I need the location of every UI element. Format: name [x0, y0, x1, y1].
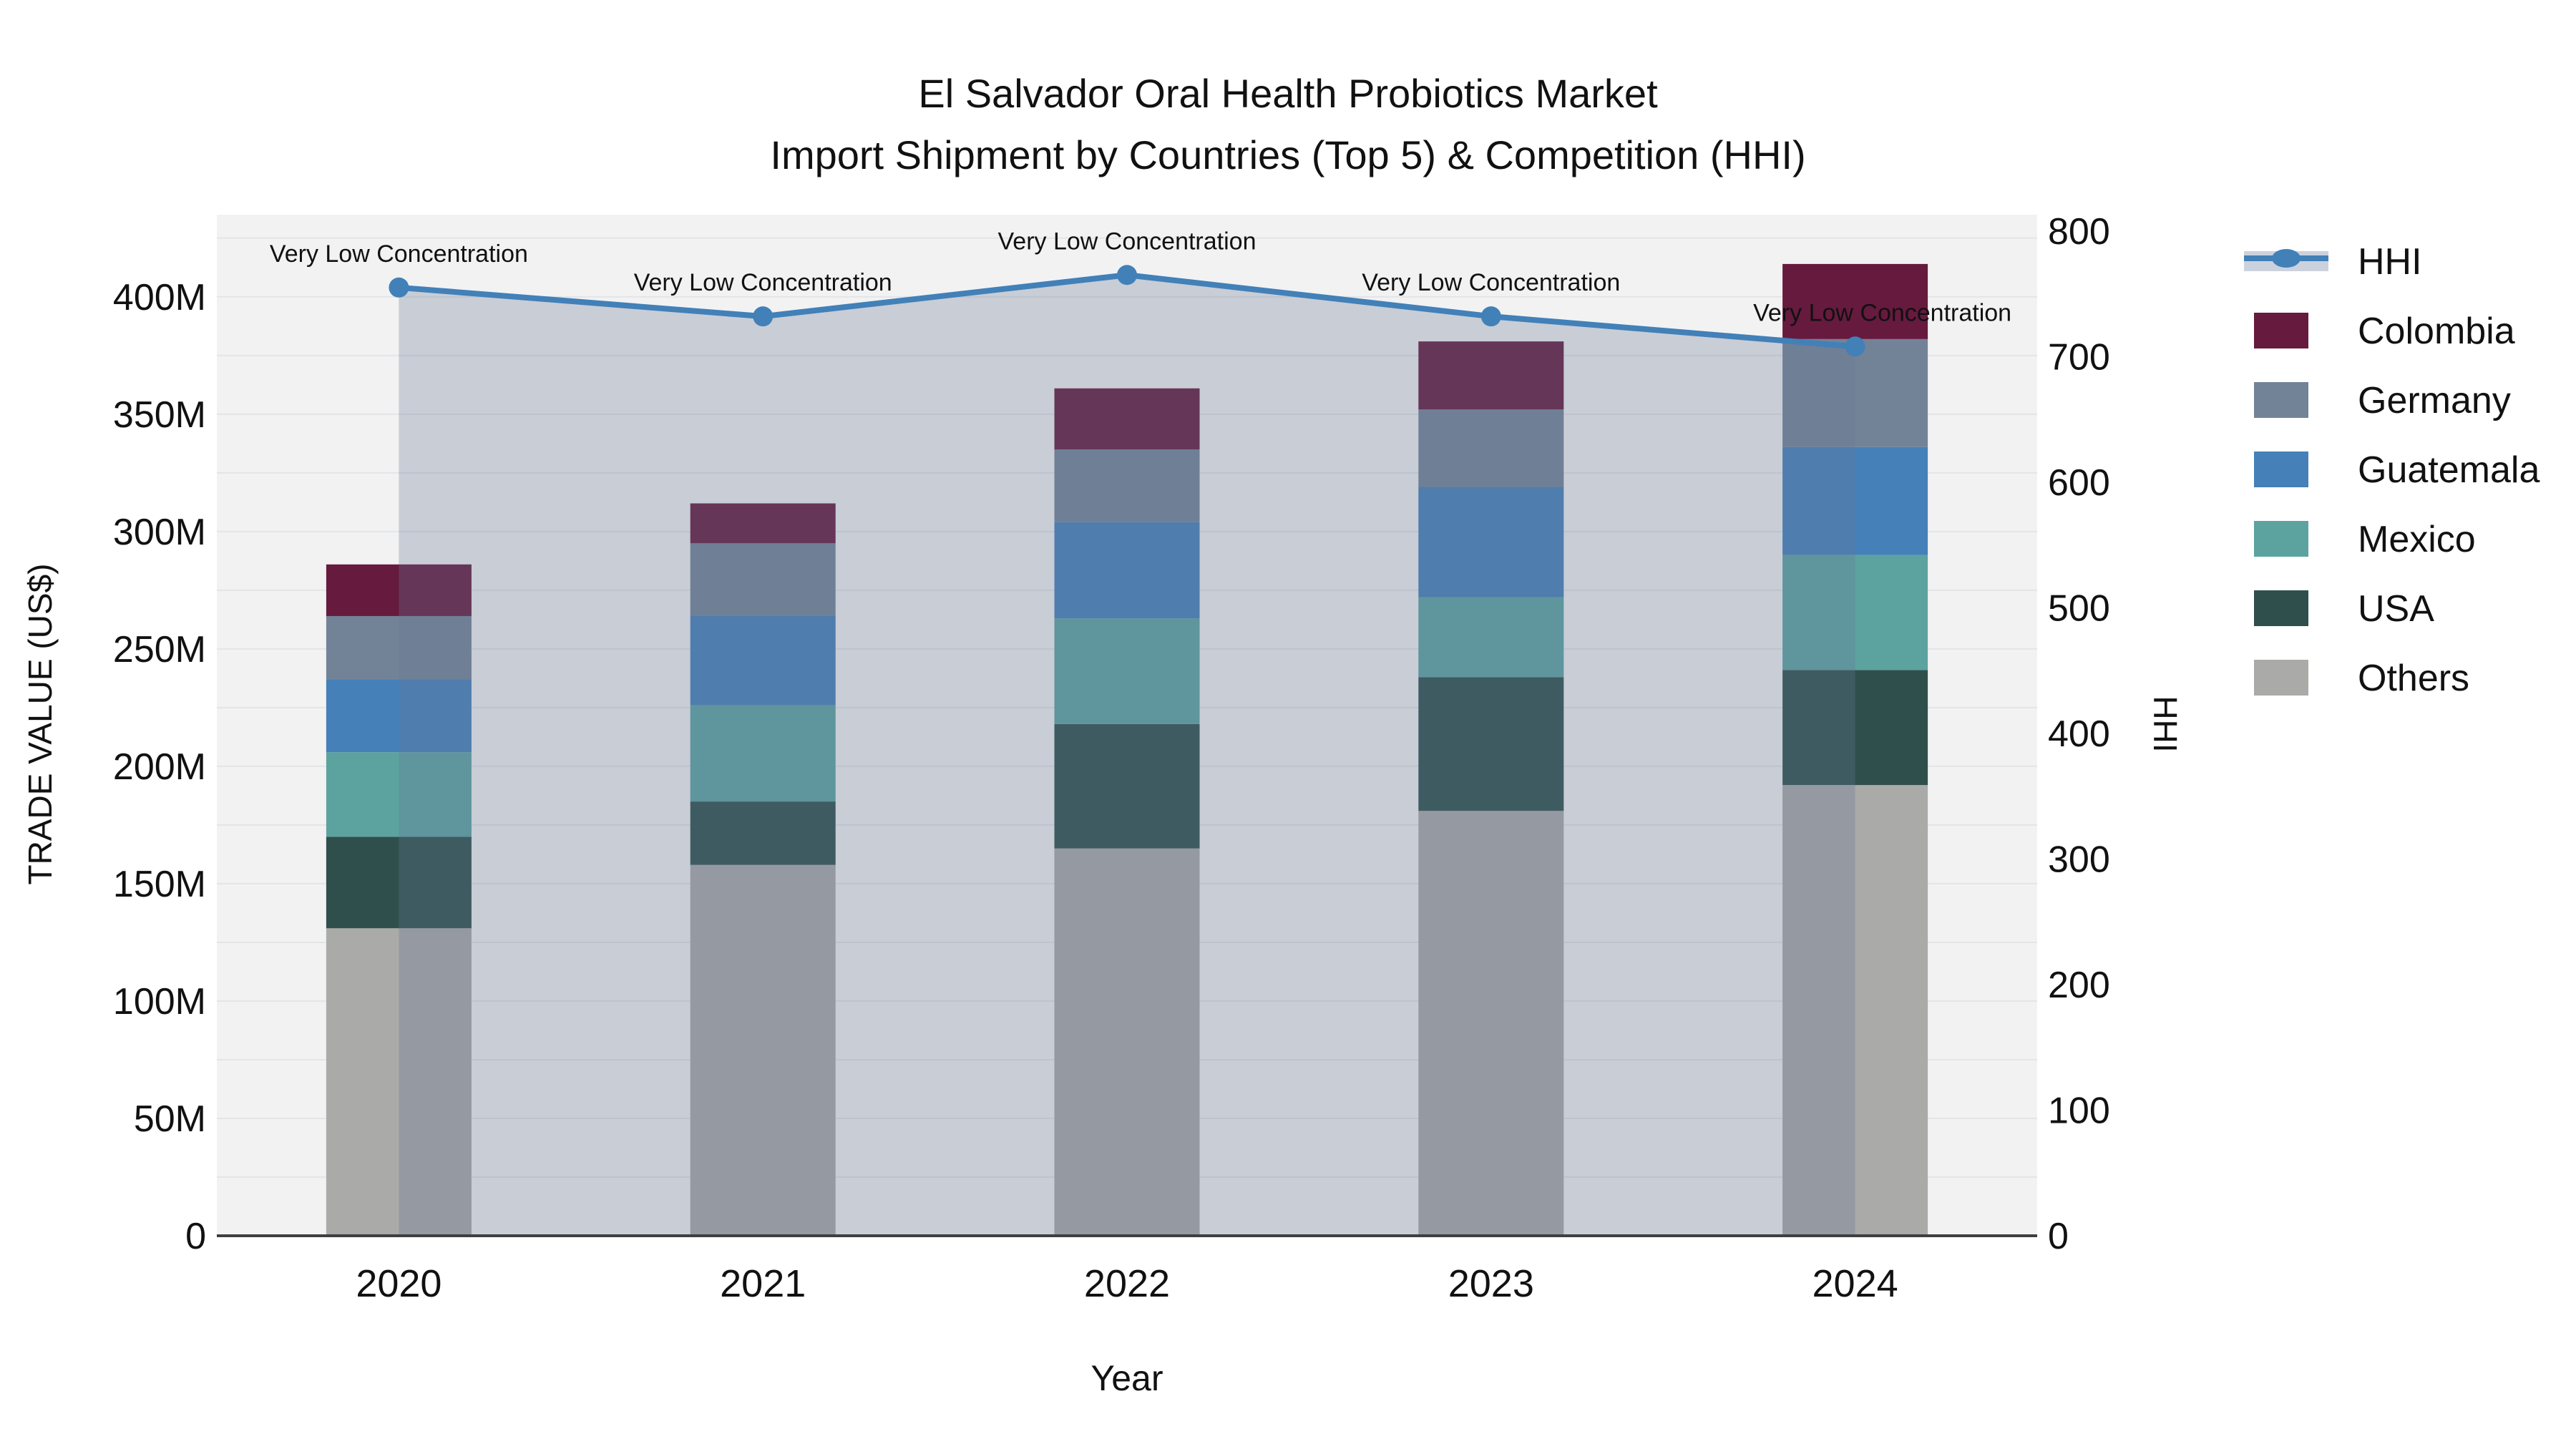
- bar-segment-others-2021[interactable]: [690, 864, 836, 1236]
- y-right-tick-200: 200: [2048, 965, 2110, 1006]
- bar-segment-colombia-2022[interactable]: [1054, 388, 1200, 450]
- y-right-tick-400: 400: [2048, 713, 2110, 755]
- legend-label-usa: USA: [2358, 588, 2434, 630]
- annotation-2021: Very Low Concentration: [634, 269, 892, 296]
- legend-label-germany: Germany: [2358, 380, 2511, 421]
- x-tick-2022: 2022: [1084, 1262, 1170, 1305]
- legend-item-colombia[interactable]: Colombia: [2254, 311, 2515, 352]
- legend-label-others: Others: [2358, 658, 2469, 699]
- bar-segment-colombia-2020[interactable]: [326, 564, 472, 616]
- hhi-marker-2024[interactable]: [1845, 336, 1865, 357]
- legend-swatch-usa: [2254, 590, 2308, 626]
- bar-segment-colombia-2023[interactable]: [1418, 341, 1564, 410]
- chart-title-line1: El Salvador Oral Health Probiotics Marke…: [918, 71, 1658, 116]
- legend-item-usa[interactable]: USA: [2254, 588, 2434, 630]
- hhi-area-fill: [399, 275, 1855, 1236]
- legend-item-guatemala[interactable]: Guatemala: [2254, 449, 2540, 491]
- legend-swatch-others: [2254, 660, 2308, 696]
- y-left-tick-400M: 400M: [113, 277, 206, 318]
- x-tick-2020: 2020: [356, 1262, 441, 1305]
- bar-segment-guatemala-2021[interactable]: [690, 615, 836, 706]
- annotation-2023: Very Low Concentration: [1362, 269, 1620, 296]
- x-axis-title: Year: [1091, 1358, 1163, 1398]
- y-axis-right-title: HHI: [2147, 696, 2184, 752]
- y-left-tick-100M: 100M: [113, 981, 206, 1023]
- y-right-tick-500: 500: [2048, 587, 2110, 629]
- bar-segment-germany-2020[interactable]: [326, 615, 472, 680]
- legend-label-mexico: Mexico: [2358, 519, 2476, 560]
- legend-swatch-mexico: [2254, 521, 2308, 557]
- y-left-tick-150M: 150M: [113, 864, 206, 905]
- x-tick-2023: 2023: [1448, 1262, 1534, 1305]
- bar-segment-others-2023[interactable]: [1418, 811, 1564, 1236]
- y-left-tick-300M: 300M: [113, 512, 206, 553]
- bar-segment-colombia-2021[interactable]: [690, 503, 836, 544]
- y-right-tick-0: 0: [2048, 1216, 2069, 1257]
- legend-item-hhi[interactable]: HHI: [2244, 241, 2422, 283]
- y-right-tick-600: 600: [2048, 462, 2110, 504]
- y-right-tick-800: 800: [2048, 211, 2110, 253]
- y-left-tick-350M: 350M: [113, 394, 206, 436]
- bar-segment-mexico-2020[interactable]: [326, 752, 472, 837]
- legend-item-others[interactable]: Others: [2254, 658, 2469, 699]
- bar-segment-mexico-2023[interactable]: [1418, 597, 1564, 678]
- y-left-tick-250M: 250M: [113, 629, 206, 670]
- hhi-marker-2020[interactable]: [389, 277, 409, 298]
- legend-swatch-guatemala: [2254, 452, 2308, 487]
- legend-item-germany[interactable]: Germany: [2254, 380, 2511, 421]
- legend-swatch-germany: [2254, 382, 2308, 418]
- bar-segment-guatemala-2023[interactable]: [1418, 487, 1564, 597]
- chart-title-line2: Import Shipment by Countries (Top 5) & C…: [770, 132, 1805, 177]
- annotation-2022: Very Low Concentration: [998, 228, 1257, 255]
- y-right-tick-300: 300: [2048, 839, 2110, 880]
- bar-segment-mexico-2024[interactable]: [1782, 555, 1928, 670]
- annotation-2024: Very Low Concentration: [1753, 299, 2011, 326]
- legend-label-guatemala: Guatemala: [2358, 449, 2540, 491]
- y-right-tick-100: 100: [2048, 1090, 2110, 1131]
- bar-segment-usa-2020[interactable]: [326, 836, 472, 929]
- legend-item-mexico[interactable]: Mexico: [2254, 519, 2476, 560]
- bar-segment-guatemala-2024[interactable]: [1782, 447, 1928, 555]
- bar-segment-guatemala-2022[interactable]: [1054, 522, 1200, 619]
- bar-segment-usa-2021[interactable]: [690, 801, 836, 865]
- y-left-tick-200M: 200M: [113, 746, 206, 788]
- legend-label-colombia: Colombia: [2358, 311, 2515, 352]
- x-tick-2024: 2024: [1813, 1262, 1898, 1305]
- bar-segment-others-2020[interactable]: [326, 928, 472, 1236]
- bar-segment-mexico-2022[interactable]: [1054, 618, 1200, 724]
- bar-segment-germany-2024[interactable]: [1782, 338, 1928, 447]
- x-tick-2021: 2021: [720, 1262, 806, 1305]
- bar-segment-germany-2021[interactable]: [690, 543, 836, 616]
- y-right-tick-700: 700: [2048, 336, 2110, 378]
- hhi-marker-2021[interactable]: [753, 306, 774, 327]
- legend-swatch-colombia: [2254, 313, 2308, 348]
- bar-segment-germany-2022[interactable]: [1054, 449, 1200, 522]
- bar-segment-usa-2023[interactable]: [1418, 677, 1564, 811]
- bar-segment-guatemala-2020[interactable]: [326, 679, 472, 753]
- bar-segment-usa-2024[interactable]: [1782, 670, 1928, 786]
- bar-segment-usa-2022[interactable]: [1054, 723, 1200, 849]
- hhi-marker-2022[interactable]: [1117, 265, 1137, 286]
- y-axis-left-title: TRADE VALUE (US$): [21, 563, 59, 884]
- legend-hhi-marker: [2272, 249, 2301, 268]
- bar-segment-mexico-2021[interactable]: [690, 705, 836, 802]
- annotation-2020: Very Low Concentration: [270, 240, 528, 268]
- bar-segment-others-2024[interactable]: [1782, 785, 1928, 1236]
- y-left-tick-0: 0: [185, 1216, 206, 1257]
- bar-segment-germany-2023[interactable]: [1418, 409, 1564, 487]
- y-left-tick-50M: 50M: [134, 1098, 206, 1140]
- bar-segment-others-2022[interactable]: [1054, 848, 1200, 1236]
- legend-label-hhi: HHI: [2358, 241, 2422, 283]
- hhi-marker-2023[interactable]: [1480, 306, 1501, 327]
- bar-segment-colombia-2024[interactable]: [1782, 263, 1928, 339]
